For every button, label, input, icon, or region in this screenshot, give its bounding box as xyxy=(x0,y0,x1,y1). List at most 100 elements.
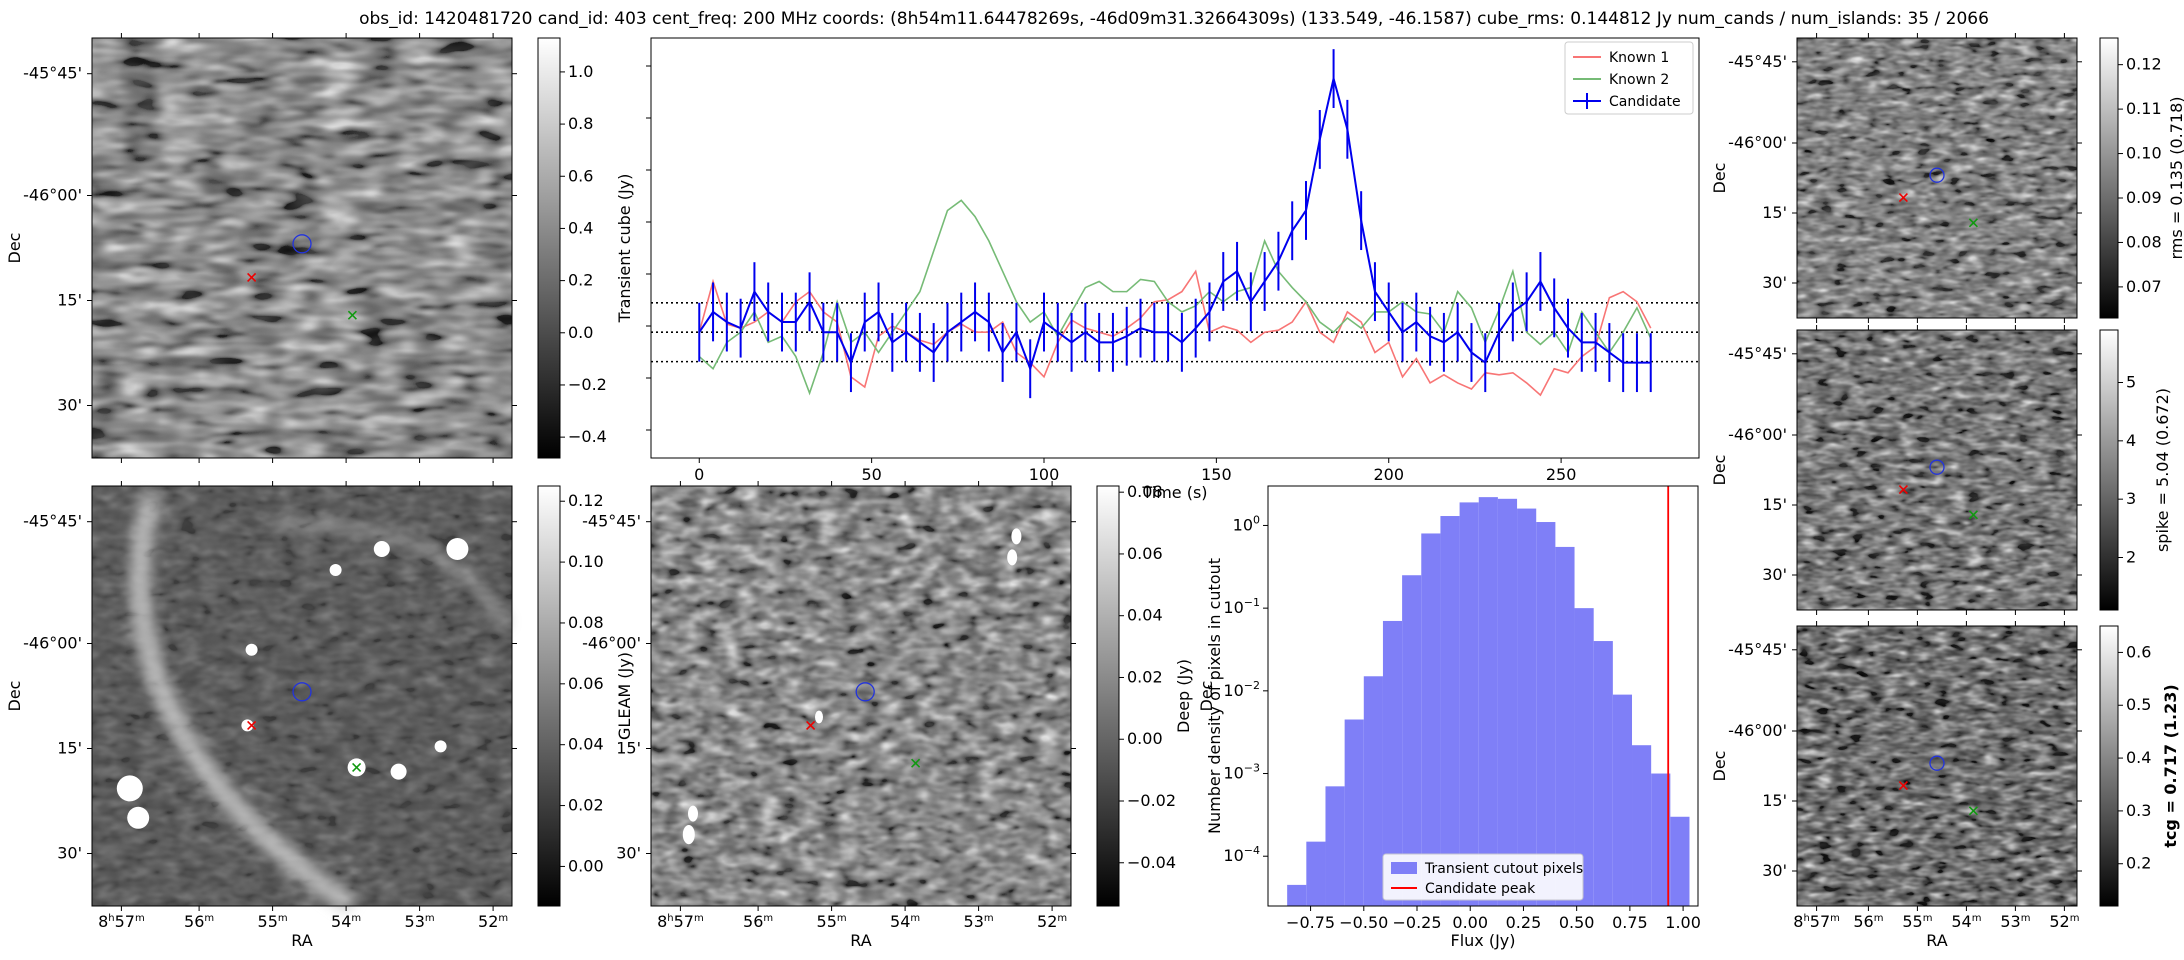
colorbar-tick-label: 0.06 xyxy=(568,674,604,693)
point-source xyxy=(682,825,695,845)
x-tick-label: −0.25 xyxy=(1392,913,1441,932)
dec-axis-label: Dec xyxy=(1710,455,1729,486)
histogram-bar xyxy=(1632,745,1652,906)
dec-tick-label: -46°00' xyxy=(582,634,641,653)
colorbar-tick-label: 0.10 xyxy=(568,552,604,571)
point-source xyxy=(1011,528,1022,545)
ra-tick-label: 55m xyxy=(258,912,288,931)
colorbar-tick-label: 2 xyxy=(2126,548,2136,567)
candidate-circle-marker xyxy=(1929,167,1945,183)
colorbar xyxy=(2099,625,2119,907)
y-tick-label: 10−1 xyxy=(1223,596,1260,617)
dec-tick-label: -45°45' xyxy=(1728,640,1787,659)
colorbar-tick-label: 0.2 xyxy=(568,271,593,290)
histogram-bar xyxy=(1459,502,1479,906)
ra-tick-label: 53m xyxy=(2000,912,2030,931)
colorbar-tick-label: −0.04 xyxy=(1127,853,1176,872)
histogram-bar xyxy=(1555,546,1575,906)
candidate-circle-marker xyxy=(1929,459,1945,475)
x-tick-label: 0 xyxy=(694,465,704,484)
point-source xyxy=(390,763,407,780)
ra-tick-label: 54m xyxy=(331,912,361,931)
colorbar-tick-label: 0.04 xyxy=(568,735,604,754)
deep-panel: -45°45' -46°00' 15' 30' 8h57m 56m 55m 54m 53m 52m… xyxy=(582,481,1216,950)
green-x-marker xyxy=(1968,806,1978,816)
image-noise xyxy=(651,486,1071,906)
lightcurve-chart: 0 50 100 150 200 250 Time (s) Known 1 Known 2 Can… xyxy=(646,37,1700,502)
ra-tick-label: 56m xyxy=(184,912,214,931)
green-x-marker xyxy=(347,310,357,320)
colorbar-label: tcg = 0.717 (1.23) xyxy=(2161,684,2180,847)
colorbar-tick-label: 0.07 xyxy=(2126,277,2162,296)
histogram-bar xyxy=(1536,522,1556,906)
x-tick-label: 0.75 xyxy=(1612,913,1648,932)
colorbar-label: Deep (Jy) xyxy=(1174,659,1193,733)
snr-filament xyxy=(129,492,359,916)
point-source xyxy=(329,564,342,576)
colorbar-tick-label: 0.8 xyxy=(568,114,593,133)
point-source xyxy=(446,538,469,560)
red-x-marker xyxy=(806,720,816,730)
dec-tick-label: -45°45' xyxy=(1728,52,1787,71)
dec-tick-label: 30' xyxy=(616,844,641,863)
histogram-bar xyxy=(1612,694,1633,906)
colorbar xyxy=(537,485,561,907)
gleam-panel: -45°45' -46°00' 15' 30' 8h57m 56m 55m 54m 53m 52m… xyxy=(5,481,634,950)
ra-tick-label: 53m xyxy=(964,912,994,931)
image-frame xyxy=(91,37,513,459)
point-source xyxy=(241,719,254,732)
histogram-bar xyxy=(1517,508,1537,906)
tcg-panel: -45°45' -46°00' 15' 30' 8h57m 56m 55m 54m 53m 52m… xyxy=(1710,621,2180,950)
colorbar-label: GLEAM (Jy) xyxy=(615,652,634,740)
dec-tick-label: -45°45' xyxy=(582,512,641,531)
point-source xyxy=(127,806,150,829)
dec-tick-label: 15' xyxy=(57,291,82,310)
dec-axis-label: Dec xyxy=(1710,751,1729,782)
red-x-marker xyxy=(1898,193,1908,203)
candidate-circle-marker xyxy=(292,234,312,254)
ra-tick-label: 52m xyxy=(1037,912,1067,931)
x-tick-label: −0.75 xyxy=(1286,913,1335,932)
ra-tick-label: 52m xyxy=(2049,912,2079,931)
dec-tick-label: -46°00' xyxy=(1728,425,1787,444)
spike-panel: -45°45' -46°00' 15' 30' Dec 5 4 3 2 spike = 5.04 … xyxy=(1710,325,2172,615)
histogram-bar xyxy=(1306,841,1326,906)
x-tick-label: 0.25 xyxy=(1506,913,1542,932)
histogram-bar xyxy=(1287,884,1307,906)
colorbar-tick-label: −0.4 xyxy=(568,427,607,446)
x-tick-label: 100 xyxy=(1029,465,1060,484)
colorbar-label: spike = 5.04 (0.672) xyxy=(2153,388,2172,552)
ra-tick-label: 56m xyxy=(1853,912,1883,931)
colorbar-tick-label: 0.06 xyxy=(1127,544,1163,563)
candidate-circle-marker xyxy=(1929,755,1945,771)
colorbar-tick-label: 0.00 xyxy=(1127,729,1163,748)
point-source xyxy=(116,775,143,802)
colorbar-tick-label: 0.12 xyxy=(2126,55,2162,74)
ra-tick-label: 53m xyxy=(405,912,435,931)
colorbar-tick-label: 0.08 xyxy=(1127,482,1163,501)
colorbar-tick-label: 0.08 xyxy=(568,613,604,632)
legend-label: Candidate xyxy=(1609,94,1681,110)
legend-label: Candidate peak xyxy=(1425,881,1536,897)
ra-tick-label: 55m xyxy=(1902,912,1932,931)
x-tick-label: 50 xyxy=(861,465,881,484)
ra-tick-label: 56m xyxy=(743,912,773,931)
legend-swatch-hist xyxy=(1391,862,1417,874)
point-source xyxy=(688,805,698,822)
x-tick-label: 250 xyxy=(1546,465,1577,484)
point-source xyxy=(434,740,447,753)
dec-tick-label: 15' xyxy=(1762,203,1787,222)
colorbar-tick-label: 5 xyxy=(2126,373,2136,392)
colorbar-tick-label: 0.08 xyxy=(2126,232,2162,251)
histogram-bar xyxy=(1363,676,1383,906)
x-tick-label: −0.50 xyxy=(1339,913,1388,932)
colorbar-tick-label: 0.11 xyxy=(2126,99,2162,118)
colorbar-tick-label: 0.0 xyxy=(568,323,593,342)
y-tick-label: 10−4 xyxy=(1223,844,1260,865)
red-x-marker xyxy=(1898,781,1908,791)
histogram-bar xyxy=(1574,608,1594,906)
legend-label: Transient cutout pixels xyxy=(1424,861,1583,877)
lightcurve-frame xyxy=(650,37,1700,459)
dec-tick-label: 30' xyxy=(57,396,82,415)
